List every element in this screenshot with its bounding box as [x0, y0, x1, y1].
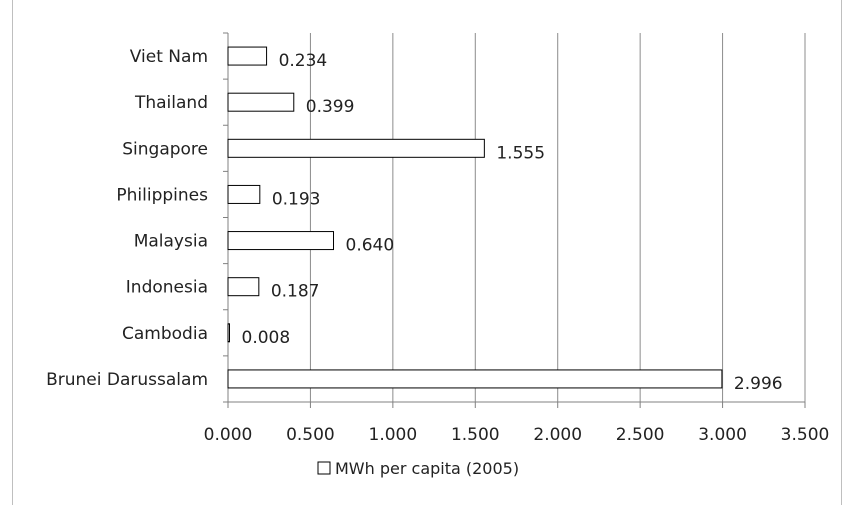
bar	[227, 92, 295, 112]
bar	[227, 277, 260, 297]
data-label: 0.193	[272, 189, 321, 209]
bar	[227, 231, 335, 251]
category-label: Cambodia	[122, 324, 208, 344]
legend-label: MWh per capita (2005)	[335, 459, 519, 478]
data-label: 1.555	[496, 143, 545, 163]
x-tick-label: 1.000	[369, 425, 418, 445]
x-tick-label: 2.000	[533, 425, 582, 445]
category-label: Philippines	[116, 185, 208, 205]
category-label: Viet Nam	[130, 47, 208, 67]
legend-swatch	[317, 461, 331, 475]
data-label: 0.234	[279, 51, 328, 71]
category-label: Singapore	[122, 139, 208, 159]
category-label: Malaysia	[134, 232, 208, 252]
bar	[227, 323, 230, 343]
data-label: 2.996	[734, 374, 783, 394]
bar	[227, 369, 723, 389]
bar	[227, 46, 268, 66]
category-label: Indonesia	[126, 278, 208, 298]
data-label: 0.187	[271, 282, 320, 302]
x-tick-label: 2.500	[616, 425, 665, 445]
x-tick-label: 0.500	[286, 425, 335, 445]
bar	[227, 184, 261, 204]
chart-frame	[12, 0, 842, 505]
x-tick-label: 1.500	[451, 425, 500, 445]
data-label: 0.008	[242, 328, 291, 348]
x-tick-label: 0.000	[204, 425, 253, 445]
data-label: 0.640	[346, 236, 395, 256]
data-label: 0.399	[306, 97, 355, 117]
bar	[227, 138, 485, 158]
x-tick-label: 3.500	[781, 425, 830, 445]
category-label: Thailand	[134, 93, 208, 113]
category-label: Brunei Darussalam	[46, 370, 208, 390]
x-tick-label: 3.000	[698, 425, 747, 445]
